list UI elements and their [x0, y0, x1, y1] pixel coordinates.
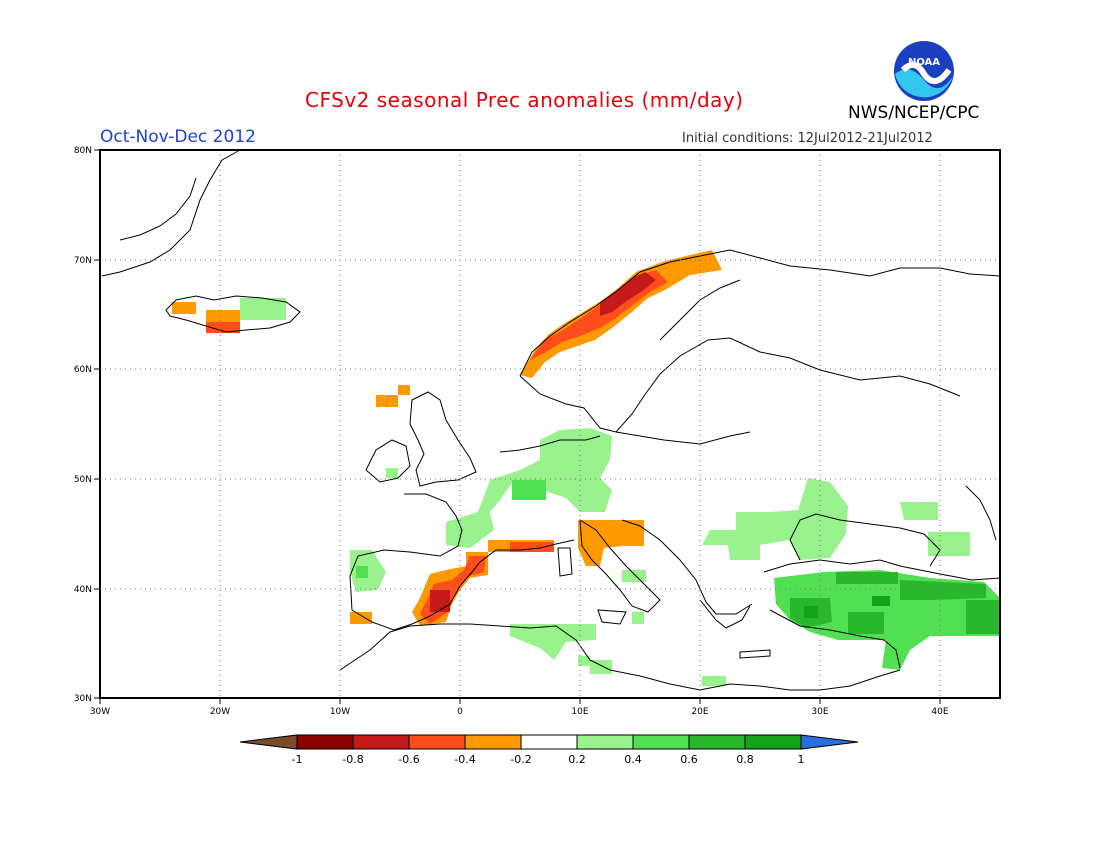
colorbar-label: 0.6	[680, 753, 698, 766]
lon-label-20w: 20W	[210, 707, 230, 717]
colorbar-bin	[577, 735, 633, 749]
anomaly-central-europe	[350, 428, 612, 624]
colorbar-bin	[689, 735, 745, 749]
anomaly-shading	[172, 250, 1000, 686]
anomaly-norway	[520, 250, 722, 378]
colorbar-label: -0.4	[454, 753, 475, 766]
colorbar-bin	[297, 735, 353, 749]
colorbar-label: 0.8	[736, 753, 754, 766]
anomaly-iceland	[172, 298, 286, 333]
colorbar-label: -0.8	[342, 753, 363, 766]
colorbar-bin	[521, 735, 577, 749]
noaa-logo: NOAA	[893, 40, 955, 102]
colorbar-label: 0.4	[624, 753, 642, 766]
colorbar-label: -0.6	[398, 753, 419, 766]
anomaly-balkans	[622, 478, 970, 624]
anomaly-italy	[578, 520, 644, 566]
colorbar-under-arrow	[239, 734, 298, 750]
anomaly-iberia-east	[412, 540, 554, 626]
graticule	[100, 150, 1000, 698]
colorbar-bin	[353, 735, 409, 749]
colorbar-label: -0.2	[510, 753, 531, 766]
colorbar: -1 -0.8 -0.6 -0.4 -0.2 0.2 0.4 0.6 0.8 1	[239, 734, 859, 766]
lat-label-70n: 70N	[74, 256, 92, 266]
map-frame	[99, 149, 1001, 699]
lon-label-30w: 30W	[90, 707, 110, 717]
organization-label: NWS/NCEP/CPC	[848, 103, 980, 123]
lon-label-10w: 10W	[330, 707, 350, 717]
anomaly-scotland	[376, 385, 410, 407]
colorbar-bin	[633, 735, 689, 749]
initial-conditions: Initial conditions: 12Jul2012-21Jul2012	[682, 131, 933, 146]
colorbar-bin	[409, 735, 465, 749]
colorbar-label: -1	[292, 753, 303, 766]
noaa-logo-text: NOAA	[908, 57, 940, 68]
lat-label-50n: 50N	[74, 475, 92, 485]
lon-label-10e: 10E	[571, 707, 588, 717]
lon-label-0: 0	[457, 707, 463, 717]
anomaly-anatolia	[774, 570, 1000, 670]
lat-label-60n: 60N	[74, 365, 92, 375]
lon-label-30e: 30E	[811, 707, 828, 717]
colorbar-bin	[465, 735, 521, 749]
anomaly-north-africa	[510, 624, 726, 686]
lat-label-30n: 30N	[74, 694, 92, 704]
colorbar-bin	[745, 735, 801, 749]
lat-label-40n: 40N	[74, 585, 92, 595]
lon-label-20e: 20E	[691, 707, 708, 717]
colorbar-over-arrow	[800, 734, 859, 750]
lon-label-40e: 40E	[931, 707, 948, 717]
colorbar-label: 0.2	[568, 753, 586, 766]
forecast-period: Oct-Nov-Dec 2012	[100, 127, 256, 147]
axis-ticks	[94, 149, 941, 704]
colorbar-label: 1	[798, 753, 805, 766]
lat-label-80n: 80N	[74, 146, 92, 156]
